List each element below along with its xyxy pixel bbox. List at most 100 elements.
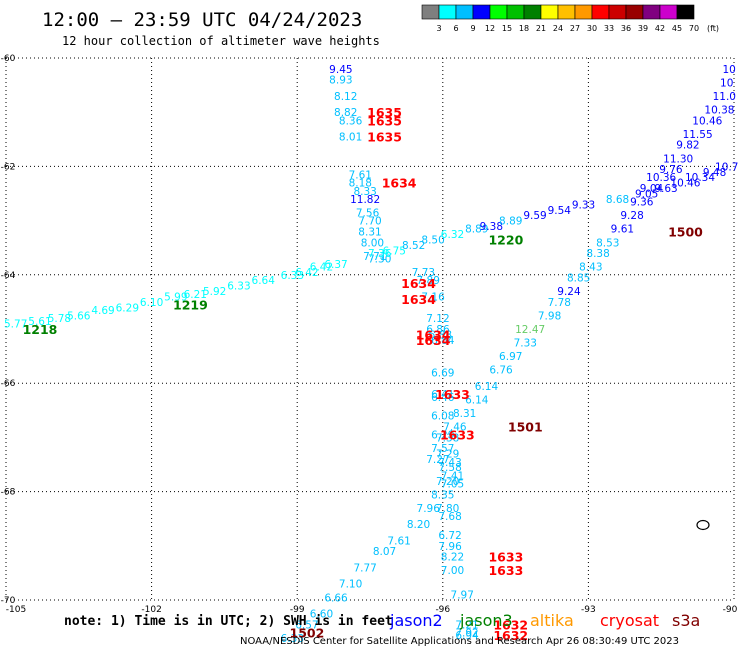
colorbar-swatch (523, 4, 542, 20)
wave-height-value: 7.61 (387, 535, 410, 547)
wave-height-value: 6.97 (499, 351, 522, 363)
x-tick-label: -99 (290, 605, 305, 615)
wave-height-value: 8.52 (402, 240, 425, 252)
pass-time-label: 1635 (367, 105, 402, 120)
x-tick-label: -96 (435, 605, 450, 615)
colorbar-swatch (608, 4, 627, 20)
wave-height-value: 6.86 (426, 324, 450, 336)
colorbar-swatch (506, 4, 525, 20)
colorbar-label: (ft) (707, 24, 719, 33)
wave-height-value: 7.36 (368, 248, 392, 260)
legend-jason3: jason3 (459, 611, 513, 630)
wave-height-value: 5.77 (4, 319, 27, 331)
wave-height-value: 8.89 (465, 224, 488, 236)
units-note: note: 1) Time is in UTC; 2) SWH is in fe… (64, 614, 393, 629)
wave-height-value: 6.60 (310, 609, 333, 621)
wave-height-value: 6.66 (324, 592, 348, 604)
wave-height-value: 6.37 (324, 259, 347, 271)
colorbar-swatch (574, 4, 593, 20)
wave-height-value: 11.82 (350, 194, 380, 206)
pass-time-label: 1500 (668, 224, 703, 239)
credit-line: NOAA/NESDIS Center for Satellite Applica… (240, 636, 679, 647)
wave-height-value: 6.42 (310, 262, 333, 274)
chart-title: 12:00 — 23:59 UTC 04/24/2023 (42, 9, 362, 31)
wave-height-value: 6.46 (431, 392, 455, 404)
wave-height-value: 9.54 (548, 205, 572, 217)
wave-height-value: 7.33 (514, 338, 537, 350)
colorbar: 3 6 9 12 15 18 21 24 27 30 33 36 39 42 45 70 (ft) (421, 4, 719, 33)
wave-height-value: 6.64 (252, 275, 276, 287)
colorbar-label: 15 (502, 24, 512, 33)
wave-height-value: 6.88 (429, 329, 452, 341)
pass-time-label: 1219 (173, 298, 208, 313)
colorbar-label: 6 (453, 24, 458, 33)
wave-height-value: 7.80 (436, 503, 459, 515)
wave-height-value: 9.63 (654, 183, 677, 195)
wave-height-value: 8.33 (353, 186, 376, 198)
x-tick-label: -93 (581, 605, 596, 615)
colorbar-swatch (421, 4, 440, 20)
wave-height-value: 10.38 (704, 104, 734, 116)
wave-height-value: 9.61 (611, 224, 634, 236)
wave-height-value: 6.76 (489, 365, 513, 377)
wave-height-value: 10.46 (692, 115, 722, 127)
wave-height-value: 7.96 (438, 541, 462, 553)
wave-height-value: 8.20 (407, 519, 430, 531)
colorbar-label: 33 (604, 24, 614, 33)
satellite-legend: jason2 jason3 altika cryosat s3a (389, 611, 700, 630)
pass-time-label: 1218 (23, 322, 58, 337)
wave-height-value: 6.75 (383, 245, 406, 257)
wave-height-value: 6.42 (295, 267, 318, 279)
y-tick-label: -68 (1, 488, 16, 498)
wave-height-values: 9.458.938.128.828.368.017.618.188.3311.8… (4, 64, 738, 645)
colorbar-label: 3 (436, 24, 441, 33)
wave-height-value: 7.61 (349, 170, 372, 182)
wave-height-value: 11.30 (663, 153, 693, 165)
wave-height-value: 7.78 (548, 297, 571, 309)
y-tick-label: -60 (1, 54, 16, 64)
wave-height-value: 6.21 (184, 289, 207, 301)
pass-time-label: 1635 (367, 113, 402, 128)
wave-height-value: 7.57 (431, 443, 454, 455)
colorbar-swatch (438, 4, 457, 20)
wave-height-value: 6.69 (431, 367, 454, 379)
wave-height-value: 9.05 (635, 189, 658, 201)
wave-height-value: 7.12 (426, 313, 449, 325)
colorbar-swatch (557, 4, 576, 20)
wave-height-value: 7.10 (339, 579, 362, 591)
wave-height-value: 7.58 (438, 462, 461, 474)
colorbar-label: 42 (655, 24, 665, 33)
pass-time-labels: 1635163516351634163416341634163416331633… (23, 105, 704, 643)
colorbar-label: 30 (587, 24, 597, 33)
pass-time-label: 1632 (493, 628, 528, 643)
grid (5, 57, 735, 601)
wave-height-value: 9.28 (620, 210, 643, 222)
wave-height-value: 8.12 (334, 91, 357, 103)
plot-area: -105 -102 -99 -96 -93 -90 -60 -62 -64 -66 -68 -70 9… (1, 54, 739, 645)
pass-time-label: 1633 (488, 563, 523, 578)
wave-height-value: 7.71 (363, 251, 386, 263)
axis-ticks: -105 -102 -99 -96 -93 -90 -60 -62 -64 -66 -68 -70 (1, 54, 738, 615)
wave-height-value: 11.0 (713, 91, 736, 103)
wave-height-value: 12.47 (515, 324, 545, 336)
wave-height-value: 10.34 (685, 172, 715, 184)
pass-time-label: 1502 (290, 626, 325, 641)
wave-height-value: 6.14 (465, 394, 489, 406)
wave-height-value: 8.53 (596, 237, 619, 249)
y-tick-label: -70 (1, 596, 16, 606)
legend-altika: altika (530, 611, 574, 630)
chart-subtitle: 12 hour collection of altimeter wave hei… (62, 34, 380, 48)
wave-height-value: 7.56 (356, 207, 380, 219)
wave-height-value: 8.50 (421, 235, 444, 247)
y-tick-label: -64 (1, 271, 16, 281)
pass-time-label: 1501 (508, 420, 543, 435)
wave-height-value: 7.05 (441, 478, 464, 490)
wave-height-value: 8.31 (358, 226, 381, 238)
wave-height-value: 10 (720, 77, 733, 89)
wave-height-value: 6.41 (431, 389, 454, 401)
wave-height-value: 8.31 (453, 408, 476, 420)
wave-height-value: 7.73 (412, 267, 435, 279)
wave-height-value: 8.93 (329, 75, 352, 87)
wave-height-value: 5.66 (67, 310, 91, 322)
colorbar-swatch (472, 4, 491, 20)
